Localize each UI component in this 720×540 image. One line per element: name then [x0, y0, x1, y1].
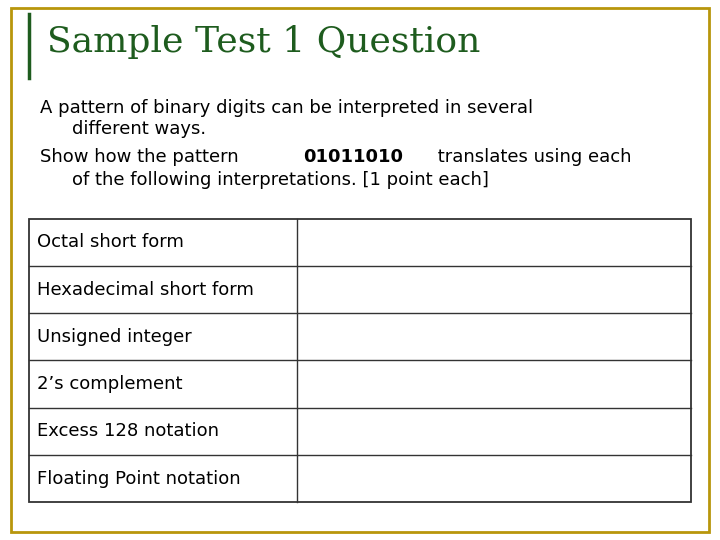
Text: translates using each: translates using each [432, 147, 632, 166]
Text: Octal short form: Octal short form [37, 233, 184, 251]
Text: 2’s complement: 2’s complement [37, 375, 183, 393]
Text: Unsigned integer: Unsigned integer [37, 328, 192, 346]
Text: A pattern of binary digits can be interpreted in several: A pattern of binary digits can be interp… [40, 99, 533, 117]
Text: Floating Point notation: Floating Point notation [37, 470, 241, 488]
Text: 01011010: 01011010 [303, 147, 403, 166]
Text: Hexadecimal short form: Hexadecimal short form [37, 281, 254, 299]
Text: Excess 128 notation: Excess 128 notation [37, 422, 220, 440]
Text: of the following interpretations. [1 point each]: of the following interpretations. [1 poi… [72, 171, 489, 189]
Text: Show how the pattern: Show how the pattern [40, 147, 244, 166]
Text: Sample Test 1 Question: Sample Test 1 Question [47, 25, 480, 59]
Bar [29, 219, 691, 502]
Text: different ways.: different ways. [72, 119, 206, 138]
